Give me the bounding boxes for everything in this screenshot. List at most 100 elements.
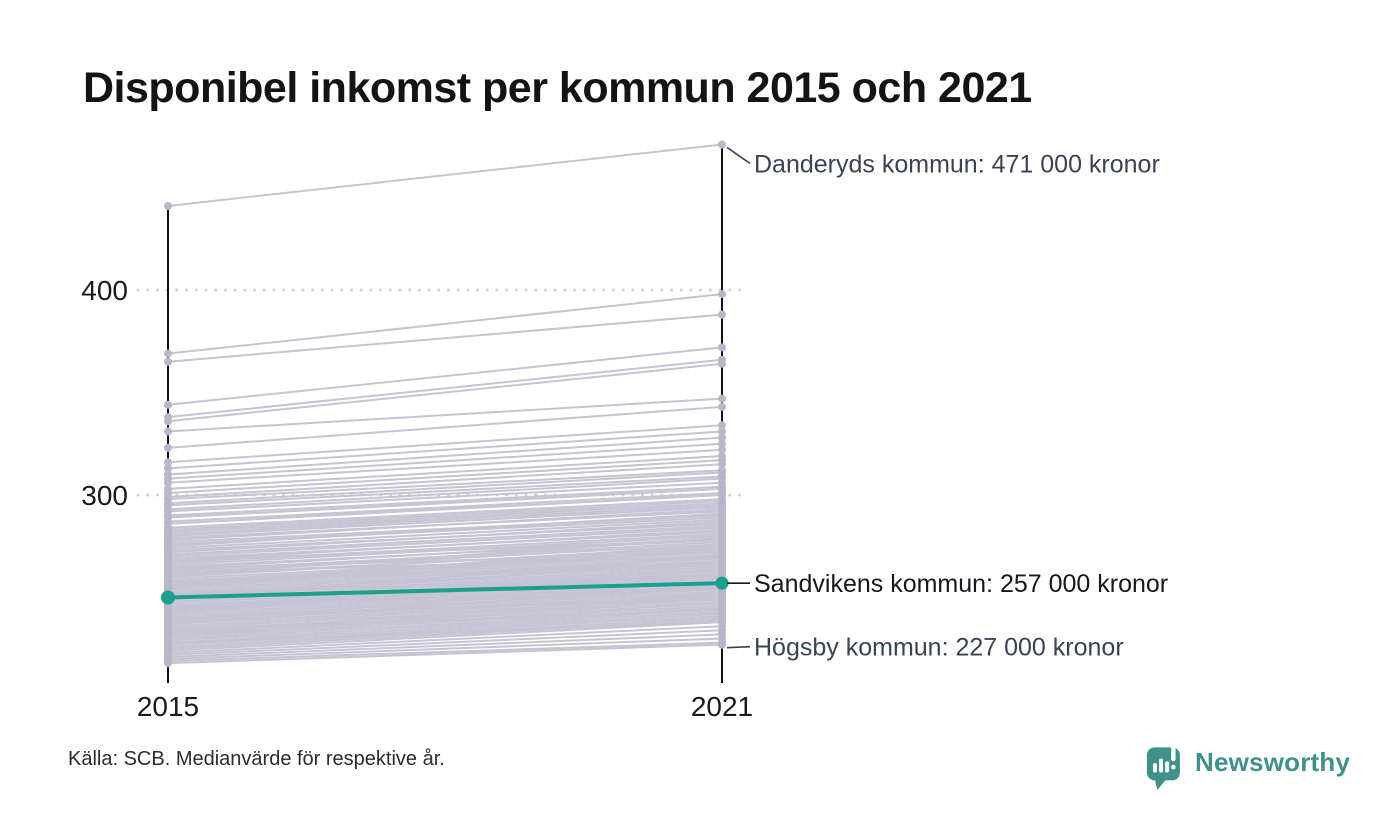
- slope-marker-2015: [164, 201, 172, 210]
- slope-line: [167, 487, 723, 519]
- slope-line: [167, 502, 723, 533]
- slope-line: [167, 555, 723, 574]
- slope-marker-2015: [164, 581, 172, 590]
- chart-title: Disponibel inkomst per kommun 2015 och 2…: [83, 64, 1032, 112]
- slope-line: [167, 477, 723, 511]
- speech-bubble-bar-chart-icon: [1146, 743, 1180, 790]
- slope-line: [167, 397, 723, 433]
- slope-marker-2021: [718, 343, 726, 352]
- slope-marker-2021: [718, 589, 726, 598]
- slope-line: [167, 424, 723, 464]
- highlight-marker-2021: [715, 576, 729, 590]
- slope-marker-2021: [718, 140, 726, 149]
- slope-line: [167, 633, 723, 658]
- slope-line: [167, 448, 723, 484]
- slope-marker-2015: [164, 478, 172, 487]
- slope-line: [167, 537, 723, 576]
- slope-marker-2021: [718, 540, 726, 549]
- slope-line: [167, 637, 723, 660]
- highlight-line: [167, 581, 723, 600]
- slope-line: [167, 547, 723, 589]
- slope-marker-2021: [718, 421, 726, 430]
- annotation-danderyd: Danderyds kommun: 471 000 kronor: [754, 150, 1160, 178]
- slope-line: [167, 485, 723, 517]
- slope-line: [167, 506, 723, 537]
- annotation-sandviken: Sandvikens kommun: 257 000 kronor: [754, 570, 1168, 598]
- slope-line: [167, 516, 723, 546]
- slope-line: [167, 612, 723, 644]
- slope-line: [167, 625, 723, 654]
- slope-marker-2015: [164, 417, 172, 426]
- slope-marker-2015: [164, 357, 172, 366]
- slope-line: [167, 596, 723, 628]
- slope-marker-2021: [718, 427, 726, 436]
- slope-marker-2015: [164, 427, 172, 436]
- highlight-marker-2015: [161, 590, 175, 605]
- slope-line: [167, 494, 723, 525]
- slope-marker-2021: [718, 564, 726, 573]
- slope-line: [167, 500, 723, 531]
- slope-line: [167, 563, 723, 595]
- slope-marker-2021: [718, 640, 726, 649]
- slope-line: [167, 584, 723, 615]
- slope-line: [167, 629, 723, 656]
- slope-line: [167, 405, 723, 449]
- slope-line: [167, 358, 723, 419]
- slope-marker-2015: [164, 443, 172, 452]
- slope-line: [167, 584, 723, 626]
- newsworthy-wordmark: Newsworthy: [1195, 747, 1351, 777]
- slope-line: [167, 362, 723, 423]
- slope-marker-2021: [718, 359, 726, 368]
- slope-marker-2015: [164, 659, 172, 668]
- slope-marker-2015: [164, 630, 172, 639]
- slope-line: [167, 459, 723, 494]
- slope-marker-2015: [164, 638, 172, 647]
- slope-line: [167, 346, 723, 406]
- slope-line: [167, 596, 723, 638]
- y-tick-label: 400: [81, 275, 128, 306]
- slope-line: [167, 491, 723, 523]
- slope-line: [167, 520, 723, 554]
- y-tick-label: 300: [81, 480, 128, 511]
- source-note: Källa: SCB. Medianvärde för respektive å…: [68, 748, 445, 770]
- slope-marker-2021: [718, 605, 726, 614]
- slope-marker-2021: [718, 402, 726, 411]
- slope-line: [167, 293, 723, 355]
- slope-marker-2015: [164, 458, 172, 467]
- slope-line: [167, 555, 723, 599]
- slope-line: [167, 641, 723, 663]
- slope-marker-2015: [164, 605, 172, 614]
- slope-line: [167, 436, 723, 476]
- slope-line: [167, 610, 723, 642]
- newsworthy-logo: Newsworthy: [1146, 742, 1350, 791]
- x-axis-label: 2015: [137, 691, 199, 722]
- slope-line: [167, 518, 723, 550]
- slope-marker-2015: [164, 568, 172, 577]
- slope-line: [167, 504, 723, 535]
- slope-line: [167, 143, 723, 207]
- slope-marker-2021: [718, 552, 726, 561]
- slope-line: [167, 430, 723, 470]
- annotation-connector-danderyd: [726, 146, 751, 165]
- slope-line: [167, 524, 723, 556]
- slope-marker-2021: [718, 310, 726, 319]
- slope-line: [167, 600, 723, 632]
- slope-line: [167, 498, 723, 529]
- slope-marker-2021: [718, 460, 726, 469]
- slope-line: [167, 512, 723, 548]
- slope-line: [167, 469, 723, 501]
- slope-line: [167, 621, 723, 652]
- slope-marker-2021: [718, 509, 726, 518]
- slope-line: [167, 455, 723, 490]
- slope-line: [167, 608, 723, 640]
- slope-marker-2021: [718, 433, 726, 442]
- slope-line: [167, 559, 723, 591]
- slope-line: [167, 481, 723, 513]
- slope-marker-2015: [164, 556, 172, 565]
- slope-line: [167, 471, 723, 505]
- slope-line: [167, 592, 723, 636]
- slope-marker-2015: [164, 464, 172, 473]
- slope-line: [167, 508, 723, 542]
- slope-line: [167, 475, 723, 507]
